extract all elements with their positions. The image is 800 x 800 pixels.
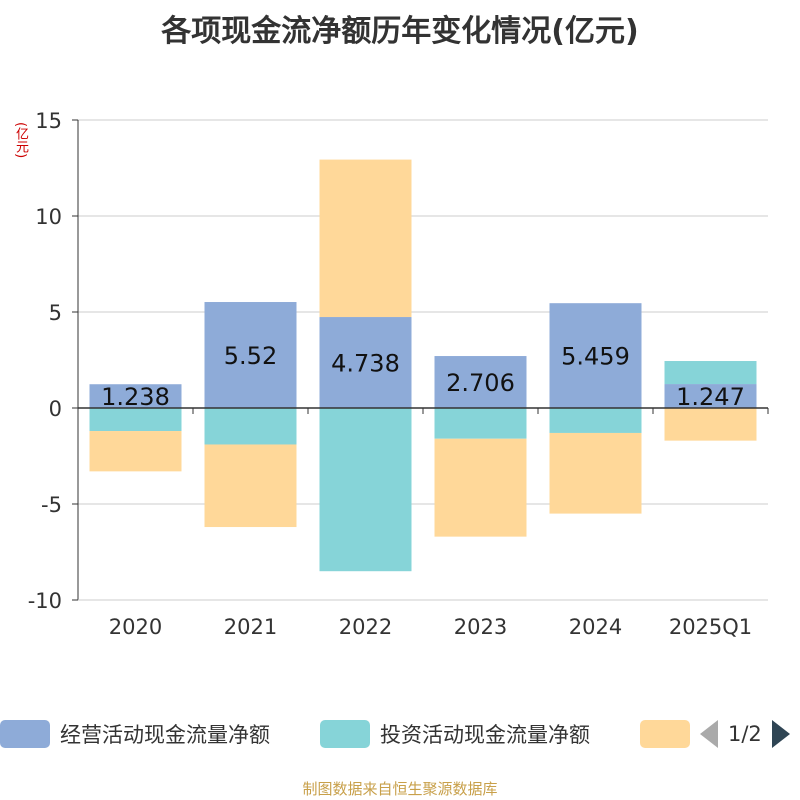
bar-2021-series-2 xyxy=(204,444,297,528)
legend-prev-page-icon[interactable] xyxy=(700,720,718,748)
bar-2024-series-0 xyxy=(549,303,642,408)
bar-2022-series-0 xyxy=(319,317,412,408)
data-label-2021: 5.52 xyxy=(224,342,277,370)
y-tick-label: 10 xyxy=(35,205,62,229)
y-tick-label: 0 xyxy=(49,397,62,421)
data-label-2022: 4.738 xyxy=(331,350,400,378)
legend-label-operating: 经营活动现金流量净额 xyxy=(60,723,270,747)
data-label-2025Q1: 1.247 xyxy=(676,383,745,411)
legend-swatch-third xyxy=(640,720,690,748)
bar-2025Q1-series-1 xyxy=(664,361,757,385)
bar-2023-series-1 xyxy=(434,408,527,439)
bar-2022-series-1 xyxy=(319,408,412,572)
legend-swatch-operating xyxy=(0,720,50,748)
bar-2024-series-1 xyxy=(549,408,642,433)
y-tick-label: 15 xyxy=(35,109,62,133)
bar-2022-series-2 xyxy=(319,159,412,318)
x-tick-label: 2022 xyxy=(339,615,392,639)
data-label-2020: 1.238 xyxy=(101,383,170,411)
bar-2025Q1-series-2 xyxy=(664,408,757,441)
bar-chart: -10 -5 0 5 10 15 1.238 5.52 4.738 2.706 5.459 1.247… xyxy=(28,109,769,639)
legend-item-operating[interactable]: 经营活动现金流量净额 xyxy=(0,716,270,752)
data-label-2024: 5.459 xyxy=(561,343,630,371)
y-tick-label: -5 xyxy=(41,493,62,517)
bar-2021-series-1 xyxy=(204,408,297,445)
x-tick-label: 2024 xyxy=(569,615,622,639)
bar-2025Q1-series-0 xyxy=(664,384,757,408)
x-tick-label: 2020 xyxy=(109,615,162,639)
bar-2020-series-2 xyxy=(89,431,182,472)
legend: 经营活动现金流量净额 投资活动现金流量净额 1/2 xyxy=(0,716,800,756)
bar-2024-series-2 xyxy=(549,432,642,514)
y-tick-label: -10 xyxy=(28,589,62,613)
legend-label-investing: 投资活动现金流量净额 xyxy=(380,723,590,747)
bar-2021-series-0 xyxy=(204,302,297,408)
bar-2023-series-0 xyxy=(434,356,527,408)
y-axis-unit-label: (亿元) xyxy=(13,122,28,159)
data-source-note: 制图数据来自恒生聚源数据库 xyxy=(302,780,498,798)
legend-pager: 1/2 xyxy=(700,716,790,752)
bar-2023-series-2 xyxy=(434,438,527,537)
legend-item-investing[interactable]: 投资活动现金流量净额 xyxy=(320,716,590,752)
legend-item-third[interactable] xyxy=(640,716,700,752)
legend-swatch-investing xyxy=(320,720,370,748)
bar-2020-series-1 xyxy=(89,408,182,432)
legend-next-page-icon[interactable] xyxy=(771,720,790,748)
y-tick-label: 5 xyxy=(49,301,62,325)
bar-2020-series-0 xyxy=(89,384,182,408)
legend-page-indicator: 1/2 xyxy=(728,722,762,746)
chart-title: 各项现金流净额历年变化情况(亿元) xyxy=(161,14,639,49)
x-tick-label: 2021 xyxy=(224,615,277,639)
x-tick-label: 2023 xyxy=(454,615,507,639)
data-label-2023: 2.706 xyxy=(446,369,515,397)
x-tick-label: 2025Q1 xyxy=(669,615,752,639)
